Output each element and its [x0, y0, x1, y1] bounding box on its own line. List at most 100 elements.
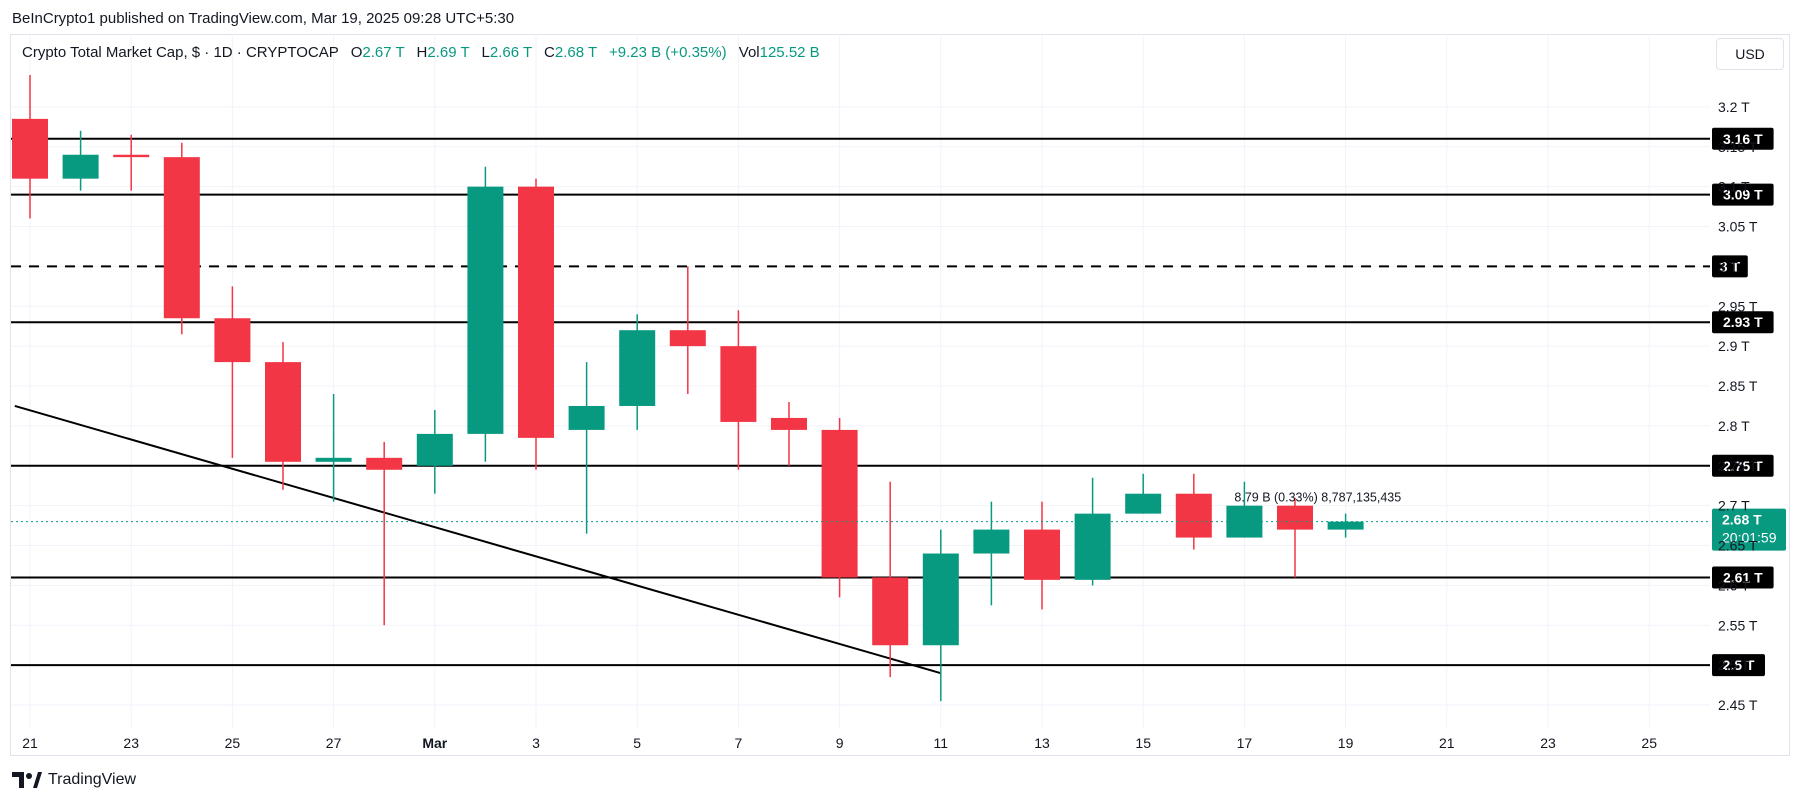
candle-body: [214, 318, 251, 363]
last-price-label: 2.68 T: [1722, 512, 1762, 528]
level-label: 2.5 T: [1723, 657, 1755, 673]
annotations: 2.68 T 20:01:59 8.79 B (0.33%) 8,787,135,4…: [11, 491, 1786, 551]
symbol-name: Crypto Total Market Cap, $ · 1D · CRYPTO…: [22, 44, 339, 61]
candle-body: [62, 154, 99, 179]
candle-body: [265, 362, 301, 462]
candle-body: [821, 429, 858, 578]
price-tick-label: 3.05 T: [1718, 219, 1758, 235]
price-tick-label: 2.7 T: [1718, 498, 1750, 514]
time-tick-label: 7: [735, 735, 743, 751]
change-value: +9.23 B (+0.35%): [609, 44, 727, 61]
low-label: L: [481, 44, 490, 61]
level-label-box: [1712, 454, 1774, 477]
level-label: 3.16 T: [1723, 131, 1763, 147]
candle-body: [1277, 505, 1313, 530]
price-tick-label: 3.1 T: [1718, 179, 1750, 195]
countdown-label: 20:01:59: [1722, 530, 1777, 546]
candle-body: [720, 346, 757, 422]
time-tick-label: 21: [1439, 735, 1455, 751]
level-label: 2.93 T: [1723, 314, 1763, 330]
last-price-box: [1712, 508, 1786, 551]
time-tick-label: 17: [1237, 735, 1253, 751]
price-tick-label: 2.45 T: [1718, 697, 1758, 713]
time-tick-label: 5: [633, 735, 641, 751]
candle-body: [771, 417, 807, 430]
level-label-box: [1712, 311, 1774, 334]
time-tick-label: 3: [532, 735, 540, 751]
time-tick-label: 23: [123, 735, 139, 751]
trendline: [14, 405, 942, 675]
price-tick-label: 2.9 T: [1718, 338, 1750, 354]
price-tick-label: 3 T: [1718, 258, 1738, 274]
level-label-box: [1712, 654, 1765, 677]
descending-trendline: [14, 405, 942, 675]
time-tick-label: 25: [1641, 735, 1657, 751]
time-tick-label: 19: [1338, 735, 1354, 751]
candle-body: [163, 157, 200, 319]
candle-body: [1327, 521, 1364, 530]
level-label-box: [1712, 566, 1774, 589]
horizontal-levels: 3.16 T 3.09 T 3 T 2.93 T 2.75 T 2.61 T 2.5 T: [11, 127, 1774, 677]
brand-name: TradingView: [48, 771, 137, 788]
price-tick-label: 3.2 T: [1718, 99, 1750, 115]
symbol-legend: Crypto Total Market Cap, $ · 1D · CRYPTO…: [22, 44, 820, 61]
currency-button[interactable]: USD: [1716, 38, 1784, 70]
price-tick-label: 3.15 T: [1718, 139, 1758, 155]
price-axis: 2.45 T 2.5 T 2.55 T 2.6 T 2.65 T 2.7 T 2.75 T 2…: [1718, 99, 1758, 713]
price-tick-label: 2.95 T: [1718, 298, 1758, 314]
time-tick-label: 15: [1135, 735, 1151, 751]
high-value: 2.69 T: [427, 44, 470, 61]
candle-body: [467, 186, 504, 434]
candle-body: [12, 118, 48, 179]
time-tick-label: 21: [22, 735, 38, 751]
high-label: H: [416, 44, 428, 61]
candle-body: [315, 457, 352, 462]
level-label-box: [1712, 255, 1748, 278]
level-label: 2.75 T: [1723, 458, 1763, 474]
price-tick-label: 2.75 T: [1718, 458, 1758, 474]
candle-body: [518, 186, 554, 438]
time-tick-label: 13: [1034, 735, 1050, 751]
candle-body: [113, 154, 150, 158]
candle-body: [619, 330, 656, 406]
price-tick-label: 2.6 T: [1718, 577, 1750, 593]
low-value: 2.66 T: [489, 44, 532, 61]
open-label: O: [350, 44, 363, 61]
candle-body: [1175, 493, 1212, 538]
price-tick-label: 2.5 T: [1718, 657, 1750, 673]
chart-frame: [10, 34, 1790, 756]
price-tick-label: 2.65 T: [1718, 538, 1758, 554]
price-tick-label: 2.8 T: [1718, 418, 1750, 434]
close-label: C: [544, 44, 555, 61]
candle-body: [416, 433, 453, 466]
volume-value: 125.52 B: [759, 44, 820, 61]
time-tick-label: Mar: [422, 735, 447, 751]
time-tick-label: 23: [1540, 735, 1556, 751]
candles: [12, 74, 1364, 702]
level-label: 2.61 T: [1723, 569, 1763, 585]
candle-body: [1074, 513, 1111, 580]
close-value: 2.68 T: [554, 44, 597, 61]
volume-annotation: 8.79 B (0.33%) 8,787,135,435: [1234, 491, 1401, 505]
time-tick-label: 27: [326, 735, 342, 751]
time-axis: 21 23 25 27 Mar 3 5 7 9 11 13 15 17 19 21 23 25: [22, 735, 1657, 751]
time-tick-label: 9: [836, 735, 844, 751]
candle-body: [973, 529, 1010, 554]
level-label-box: [1712, 127, 1774, 150]
candle-body: [1024, 529, 1060, 580]
candle-body: [1125, 493, 1162, 514]
candle-body: [669, 330, 706, 347]
candle-body: [568, 405, 605, 430]
level-label-box: [1712, 183, 1774, 206]
level-label: 3.09 T: [1723, 187, 1763, 203]
tradingview-brand[interactable]: TradingView: [12, 771, 136, 789]
time-tick-label: 11: [934, 735, 949, 751]
open-value: 2.67 T: [362, 44, 405, 61]
candle-body: [872, 577, 909, 646]
price-tick-label: 2.55 T: [1718, 617, 1758, 633]
tradingview-logo-icon: [12, 772, 42, 788]
candle-body: [922, 553, 959, 646]
level-label: 3 T: [1720, 258, 1741, 274]
candle-body: [366, 457, 403, 470]
